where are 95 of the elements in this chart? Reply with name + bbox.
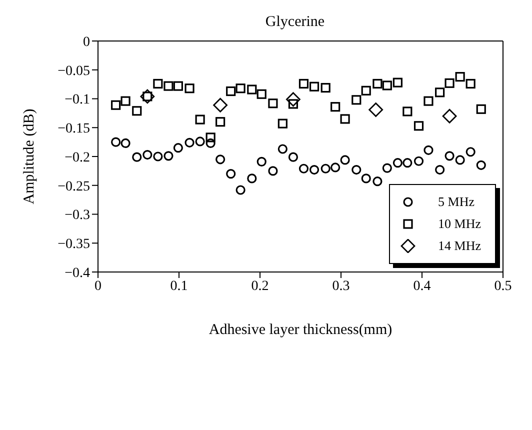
y-axis-title: Amplitude (dB) (21, 108, 38, 204)
point (298, 78, 309, 89)
point (256, 156, 266, 166)
point (455, 72, 465, 82)
point (226, 169, 236, 179)
point (320, 82, 330, 93)
point (268, 98, 278, 108)
point (352, 95, 362, 105)
point (184, 84, 194, 94)
point (476, 104, 486, 114)
point (414, 121, 424, 131)
point (372, 176, 382, 186)
point (442, 108, 457, 124)
point (382, 80, 392, 90)
y-tick-label: −0.4 (64, 266, 90, 281)
point (361, 174, 371, 184)
point (256, 89, 266, 99)
point (444, 151, 454, 161)
point (195, 114, 205, 124)
point (120, 96, 130, 106)
point (236, 84, 246, 94)
point (268, 166, 278, 176)
point (132, 152, 142, 162)
point (111, 100, 121, 110)
x-tick-label: 0.5 (494, 278, 512, 294)
point (435, 164, 445, 175)
point (184, 138, 194, 148)
point (173, 143, 183, 153)
point (309, 164, 320, 175)
y-tick-label: −0.3 (64, 208, 90, 224)
point (352, 164, 362, 175)
y-tick-label: −0.35 (58, 237, 90, 252)
point (309, 82, 320, 92)
point (142, 150, 152, 160)
point (206, 138, 216, 148)
point (382, 163, 392, 173)
point (424, 96, 434, 106)
point (247, 174, 257, 184)
point (213, 98, 228, 112)
point (435, 88, 445, 98)
y-tick-label: −0.2 (64, 150, 90, 166)
point (164, 81, 174, 91)
point (424, 145, 434, 155)
point (173, 81, 183, 91)
point (195, 136, 205, 146)
point (216, 117, 226, 127)
x-tick-label: 0.3 (332, 278, 350, 294)
x-tick-label: 0.1 (170, 278, 188, 294)
point (444, 78, 454, 88)
point (340, 114, 350, 124)
x-tick-label: 0.4 (413, 278, 431, 294)
point (392, 158, 402, 168)
point (402, 158, 412, 168)
point (278, 118, 288, 128)
point (414, 156, 424, 166)
legend-label: 10 MHz (438, 216, 481, 232)
point (236, 185, 246, 195)
point (361, 86, 371, 96)
point (216, 154, 226, 164)
point (466, 78, 476, 89)
point (164, 151, 174, 161)
point (392, 78, 402, 88)
point (330, 102, 340, 112)
point (111, 137, 121, 147)
y-tick-label: −0.05 (58, 64, 90, 79)
x-tick-label: 0 (94, 278, 102, 294)
y-tick-label: −0.15 (58, 122, 90, 137)
y-tick-label: −0.25 (58, 179, 90, 194)
point (372, 78, 382, 89)
x-axis-title: Adhesive layer thickness(mm) (208, 322, 392, 338)
x-tick-label: 0.2 (251, 278, 269, 294)
point (278, 144, 288, 154)
point (120, 138, 130, 148)
point (368, 102, 384, 117)
point (320, 164, 330, 174)
point (247, 84, 257, 94)
point (455, 155, 465, 165)
point (286, 92, 300, 107)
point (298, 164, 309, 174)
point (153, 78, 163, 89)
legend-label: 14 MHz (438, 238, 481, 254)
point (206, 132, 216, 142)
point (340, 155, 350, 165)
point (132, 106, 142, 116)
point (476, 160, 486, 170)
point (330, 162, 340, 172)
y-tick-label: 0 (83, 34, 90, 50)
point (402, 106, 412, 116)
y-tick-label: −0.1 (64, 92, 90, 108)
point (288, 152, 298, 162)
legend-label: 5 MHz (438, 194, 474, 210)
point (226, 86, 236, 96)
point (153, 152, 163, 162)
chart-title: Glycerine (265, 14, 325, 30)
point (466, 147, 476, 157)
